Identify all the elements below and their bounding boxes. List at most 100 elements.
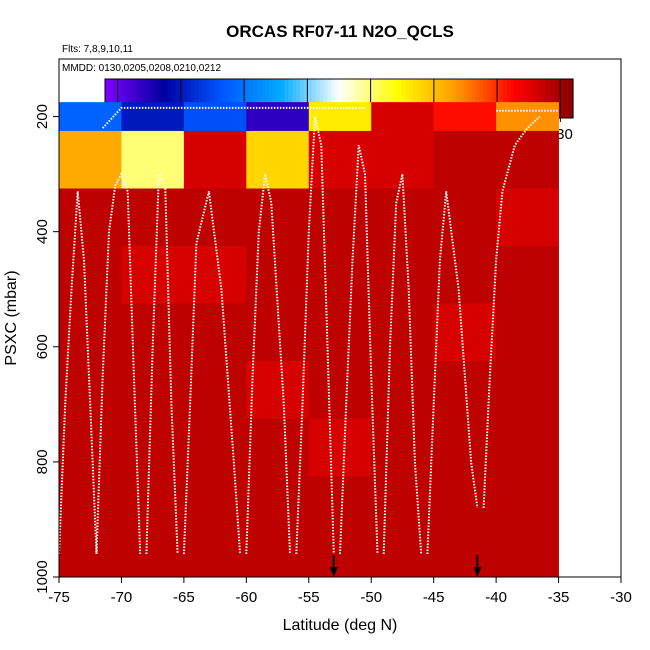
heatmap-cell: [496, 476, 559, 578]
colorbar-segment: [350, 79, 356, 118]
heatmap-cell: [308, 361, 372, 420]
heatmap-cell: [371, 130, 435, 189]
heatmap-cell: [371, 361, 435, 420]
colorbar-segment: [432, 79, 438, 118]
colorbar-segment: [253, 79, 258, 118]
colorbar-segment: [151, 79, 157, 118]
heatmap-cell: [183, 476, 247, 578]
heatmap-cell: [121, 130, 185, 189]
heatmap-cell: [496, 102, 559, 132]
heatmap-cell: [433, 130, 497, 189]
heatmap-cell: [308, 102, 372, 132]
heatmap-cell: [59, 418, 122, 477]
heatmap-cell: [433, 246, 497, 305]
flight-track: [101, 106, 365, 129]
heatmap-cell: [183, 418, 247, 477]
heatmap-cell: [246, 188, 310, 247]
x-tick-label: -60: [235, 589, 257, 606]
colorbar-segment: [370, 79, 375, 118]
colorbar-segment: [327, 79, 332, 118]
colorbar-segment: [506, 79, 512, 118]
colorbar-segment: [428, 79, 434, 118]
colorbar-segment: [569, 79, 574, 118]
x-axis: -75 -70 -65 -60 -55 -50 -45 -40 -35 -30: [48, 577, 632, 606]
heatmap-cell: [496, 188, 559, 247]
heatmap-cell: [246, 476, 310, 578]
colorbar-segment: [257, 79, 262, 118]
colorbar-segment: [522, 79, 527, 118]
colorbar-segment: [436, 79, 441, 118]
colorbar-segment: [276, 79, 282, 118]
heatmap-cells: [59, 102, 559, 578]
heatmap-cell: [371, 102, 435, 132]
heatmap-cell: [496, 361, 559, 420]
heatmap-cell: [433, 361, 497, 420]
colorbar-segment: [175, 79, 180, 118]
heatmap-cell: [246, 130, 310, 189]
heatmap-cell: [496, 246, 559, 305]
colorbar-segment: [557, 79, 562, 118]
flight-track: [382, 173, 423, 555]
heatmap-cell: [246, 303, 310, 362]
x-tick-label: -40: [485, 589, 507, 606]
colorbar-segment: [452, 79, 457, 118]
colorbar-segment: [116, 79, 122, 118]
colorbar-segment: [210, 79, 215, 118]
heatmap-cell: [121, 246, 185, 305]
heatmap-cell: [183, 130, 247, 189]
colorbar-segment: [222, 79, 227, 118]
heatmap-cell: [59, 102, 122, 132]
colorbar-segment: [366, 79, 371, 118]
colorbar-segment: [319, 79, 324, 118]
colorbar-segment: [518, 79, 523, 118]
colorbar-segment: [346, 79, 352, 118]
colorbar-segment: [307, 79, 313, 118]
y-tick-label: 800: [34, 449, 51, 474]
colorbar-segment: [155, 79, 161, 118]
flights-subtitle: Flts: 7,8,9,10,11: [62, 44, 133, 55]
colorbar-segment: [545, 79, 551, 118]
colorbar-segment: [479, 79, 484, 118]
y-tick-label: 400: [34, 219, 51, 244]
flight-track: [182, 191, 242, 555]
heatmap-cell: [308, 418, 372, 477]
y-tick-label: 600: [34, 334, 51, 359]
colorbar-segment: [420, 79, 426, 118]
heatmap-cell: [59, 130, 122, 189]
colorbar-segment: [424, 79, 430, 118]
flight-track: [426, 191, 479, 555]
colorbar-segment: [475, 79, 480, 118]
colorbar-segment: [132, 79, 137, 118]
plot-frame: [58, 58, 622, 578]
colorbar-segment: [549, 79, 555, 118]
colorbar-segment: [214, 79, 219, 118]
colorbar-segment: [315, 79, 321, 118]
colorbar-segment: [186, 79, 192, 118]
heatmap-cell: [246, 418, 310, 477]
colorbar-segment: [393, 79, 399, 118]
colorbar-segment: [463, 79, 469, 118]
colorbar-segment: [144, 79, 149, 118]
colorbar-segment: [264, 79, 270, 118]
colorbar-segment: [218, 79, 223, 118]
latitude-arrow-head: [473, 567, 482, 577]
colorbar-segment: [225, 79, 231, 118]
y-tick-label: 1000: [34, 560, 51, 593]
colorbar-segment: [229, 79, 235, 118]
colorbar-segment: [471, 79, 477, 118]
colorbar-segment: [389, 79, 395, 118]
heatmap-cell: [183, 102, 247, 132]
colorbar-segment: [190, 79, 196, 118]
y-axis-label: PSXC (mbar): [3, 270, 20, 365]
colorbar-segment: [202, 79, 207, 118]
colorbar-segment: [136, 79, 141, 118]
colorbar-segment: [296, 79, 301, 118]
flight-track: [145, 170, 179, 555]
flight-tracks: [58, 106, 559, 555]
colorbar-segment: [487, 79, 492, 118]
colorbar-segment: [120, 79, 126, 118]
x-tick-label: -30: [610, 589, 632, 606]
colorbar-segment: [292, 79, 297, 118]
x-tick-label: -45: [423, 589, 445, 606]
